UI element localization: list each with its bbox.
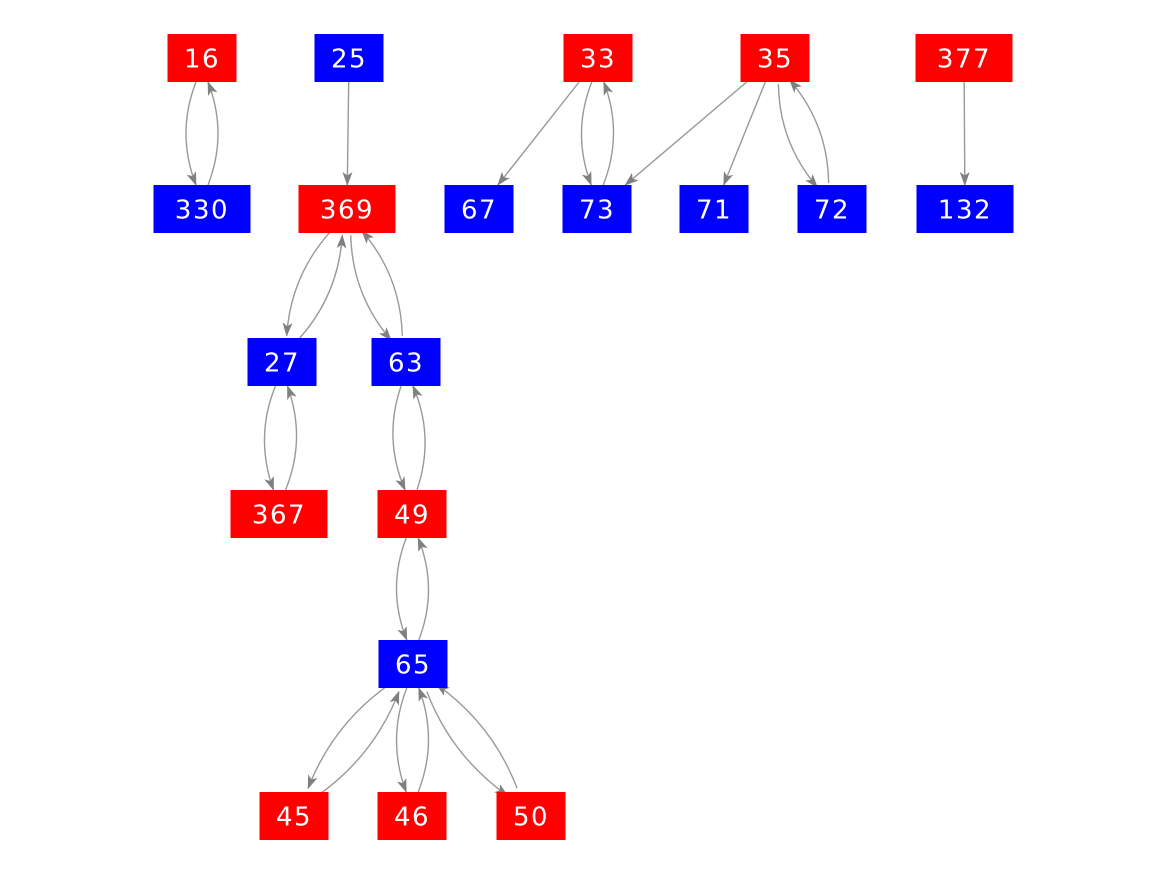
node-50-label: 50 xyxy=(513,803,549,833)
node-27: 27 xyxy=(247,338,317,386)
edge-35-to-71 xyxy=(723,81,766,186)
edge-63-to-49 xyxy=(392,385,406,492)
node-layer: 16 25 33 35 377 330 369 67 73 71 72 132 27 63 367 49 65 4… xyxy=(153,34,1014,840)
edge-72-to-35 xyxy=(789,79,830,183)
edge-65-to-50 xyxy=(426,691,509,797)
node-367: 367 xyxy=(230,490,328,538)
node-73: 73 xyxy=(562,185,632,233)
node-33-label: 33 xyxy=(580,45,616,75)
edge-369-to-27 xyxy=(282,230,332,337)
edge-377-to-132 xyxy=(959,81,970,186)
node-72-label: 72 xyxy=(814,196,850,226)
node-132: 132 xyxy=(916,185,1014,233)
edge-45-to-65 xyxy=(317,690,400,797)
node-45-label: 45 xyxy=(276,803,312,833)
node-35-label: 35 xyxy=(757,45,793,75)
node-367-label: 367 xyxy=(252,501,306,531)
node-330: 330 xyxy=(153,185,251,233)
edge-369-to-63 xyxy=(350,235,392,341)
edge-layer xyxy=(185,79,970,797)
node-63: 63 xyxy=(371,338,441,386)
edge-27-to-367 xyxy=(263,385,277,491)
edge-73-to-33 xyxy=(602,81,615,186)
node-50: 50 xyxy=(496,792,566,840)
node-49: 49 xyxy=(377,490,447,538)
node-65: 65 xyxy=(378,640,448,688)
edge-33-to-67 xyxy=(497,81,580,186)
edge-27-to-369 xyxy=(297,234,347,341)
node-35: 35 xyxy=(740,34,810,82)
edge-49-to-65 xyxy=(395,537,408,641)
edge-330-to-16 xyxy=(207,81,219,186)
node-67-label: 67 xyxy=(461,196,497,226)
node-16: 16 xyxy=(167,34,237,82)
node-46-label: 46 xyxy=(394,803,430,833)
node-46: 46 xyxy=(377,792,447,840)
node-71: 71 xyxy=(679,185,749,233)
node-72: 72 xyxy=(797,185,867,233)
node-63-label: 63 xyxy=(388,349,424,379)
node-369-label: 369 xyxy=(320,196,374,226)
node-73-label: 73 xyxy=(579,196,615,226)
node-27-label: 27 xyxy=(264,349,300,379)
edge-35-to-73 xyxy=(624,81,748,186)
node-132-label: 132 xyxy=(938,196,992,226)
node-67: 67 xyxy=(444,185,514,233)
node-377-label: 377 xyxy=(937,45,991,75)
edge-35-to-72 xyxy=(777,84,818,188)
node-71-label: 71 xyxy=(696,196,732,226)
edge-25-to-369 xyxy=(342,81,353,186)
node-369: 369 xyxy=(298,185,396,233)
edge-50-to-65 xyxy=(435,683,518,789)
edge-63-to-369 xyxy=(361,230,403,336)
node-25-label: 25 xyxy=(331,45,367,75)
node-65-label: 65 xyxy=(395,651,431,681)
node-25: 25 xyxy=(314,34,384,82)
edge-33-to-73 xyxy=(580,81,593,186)
node-45: 45 xyxy=(259,792,329,840)
edge-16-to-330 xyxy=(185,81,197,186)
node-377: 377 xyxy=(915,34,1013,82)
edge-46-to-65 xyxy=(417,687,430,793)
edge-65-to-46 xyxy=(395,687,408,793)
edge-49-to-63 xyxy=(412,384,426,491)
node-330-label: 330 xyxy=(175,196,229,226)
node-49-label: 49 xyxy=(394,501,430,531)
node-33: 33 xyxy=(563,34,633,82)
node-16-label: 16 xyxy=(184,45,220,75)
edge-65-to-49 xyxy=(417,537,430,641)
edge-65-to-45 xyxy=(307,683,390,790)
edge-367-to-27 xyxy=(284,385,298,491)
